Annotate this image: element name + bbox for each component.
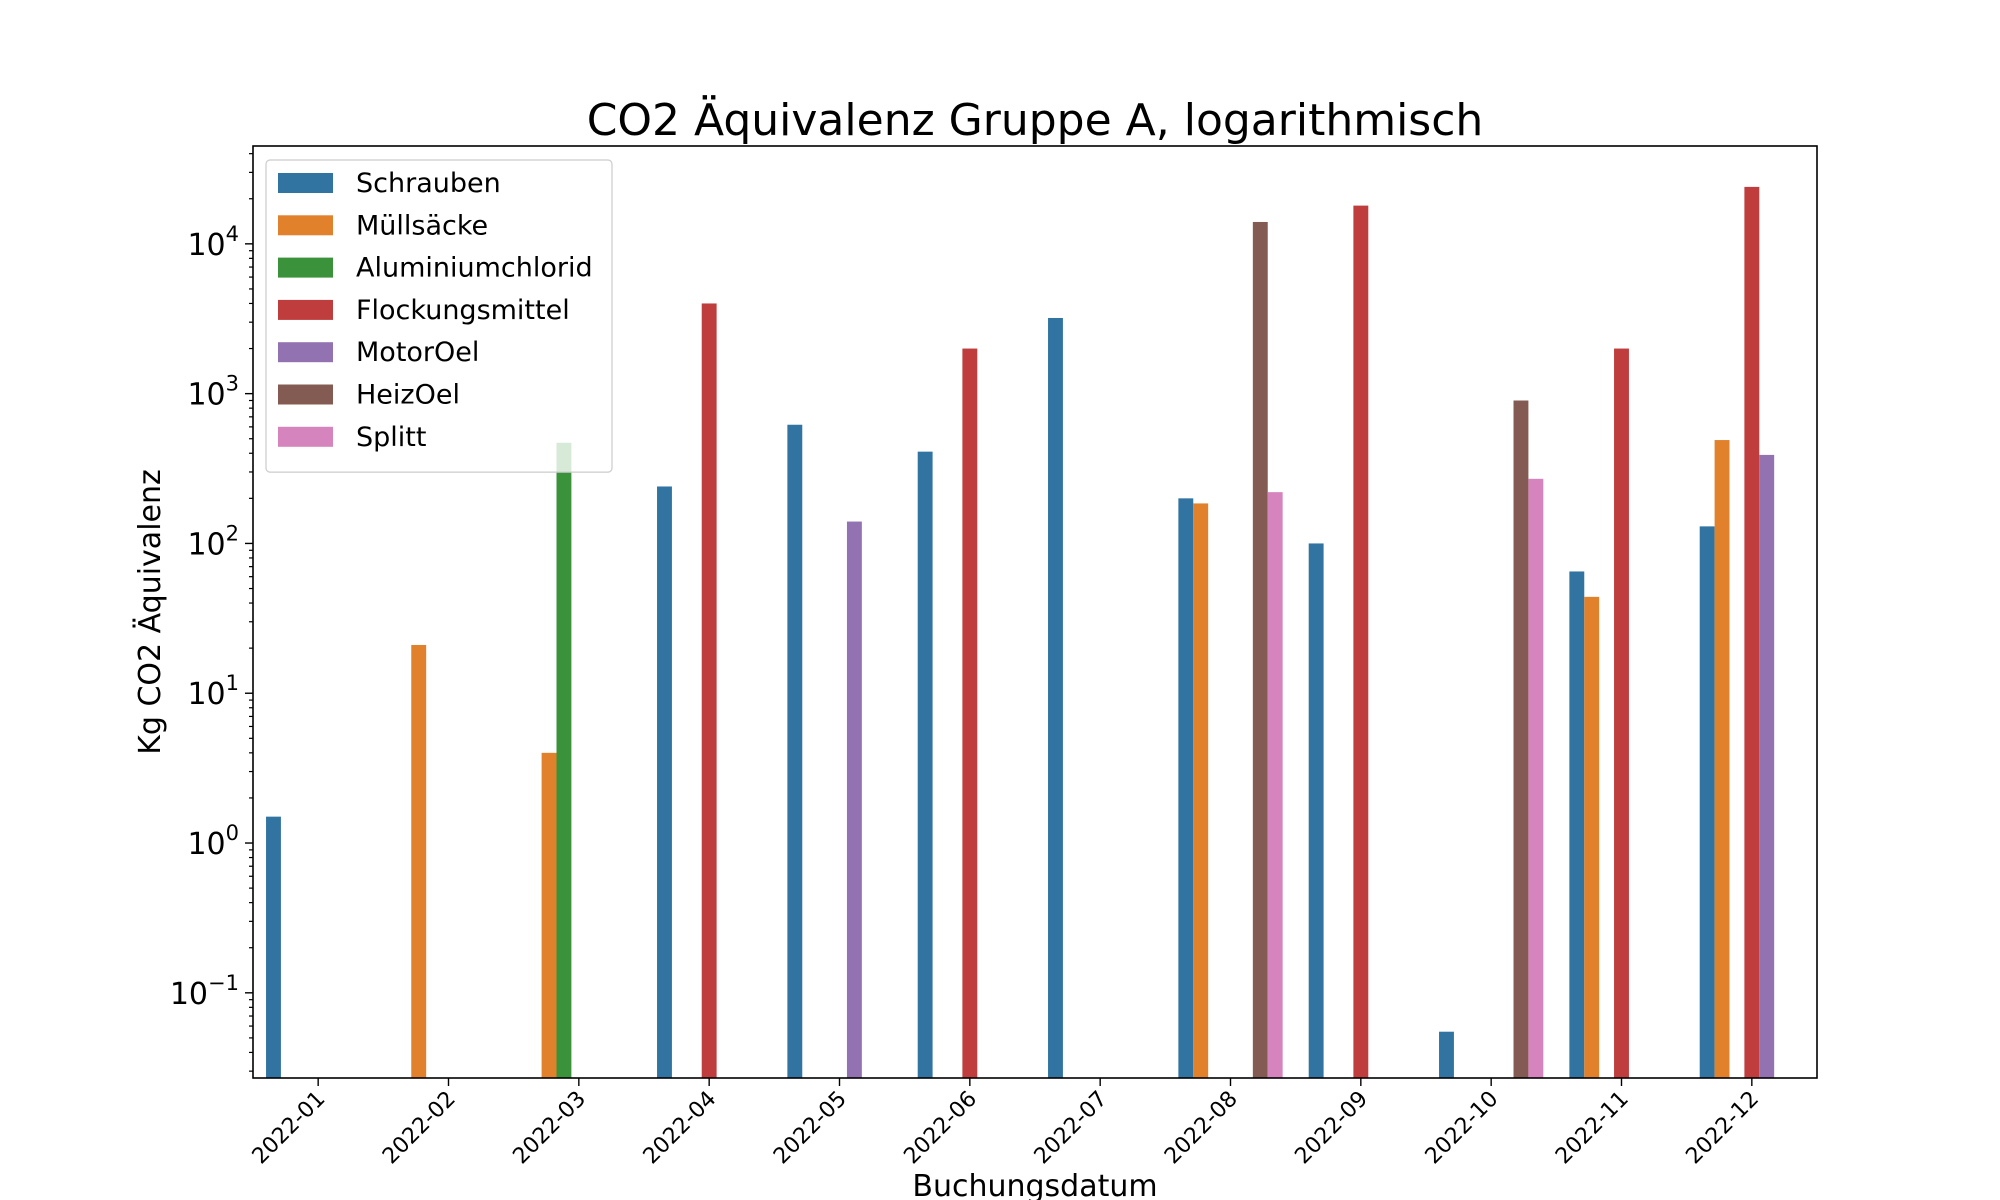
x-tick-label: 2022-04: [639, 1087, 722, 1170]
bars-layer: [266, 186, 1775, 1079]
x-tick-label: 2022-12: [1681, 1087, 1764, 1170]
legend-swatch-motoroel: [278, 342, 333, 363]
bar-müllsäcke-2022-12: [1714, 440, 1730, 1078]
y-tick-label: 102: [187, 521, 239, 562]
x-tick-label: 2022-07: [1030, 1087, 1113, 1170]
y-tick-label: 10−1: [170, 971, 239, 1012]
bar-schrauben-2022-04: [657, 486, 672, 1079]
legend-label-müllsäcke: Müllsäcke: [356, 210, 488, 241]
x-tick-label: 2022-08: [1160, 1087, 1243, 1170]
bar-motoroel-2022-05: [846, 521, 862, 1078]
legend-label-splitt: Splitt: [356, 422, 426, 453]
legend-swatch-müllsäcke: [278, 215, 333, 236]
y-tick-label: 100: [187, 821, 239, 862]
bar-schrauben-2022-11: [1569, 571, 1585, 1078]
y-tick-label: 104: [187, 222, 239, 263]
bar-heizoel-2022-10: [1513, 400, 1529, 1078]
bar-schrauben-2022-05: [787, 424, 803, 1078]
legend-label-motoroel: MotorOel: [356, 337, 479, 368]
x-tick-label: 2022-06: [899, 1087, 982, 1170]
legend-swatch-heizoel: [278, 384, 333, 405]
x-tick-label: 2022-02: [378, 1087, 461, 1170]
bar-schrauben-2022-09: [1308, 543, 1324, 1078]
legend-label-heizoel: HeizOel: [356, 380, 460, 411]
bar-splitt-2022-10: [1528, 478, 1544, 1078]
bar-müllsäcke-2022-08: [1193, 503, 1209, 1078]
bar-schrauben-2022-12: [1699, 526, 1715, 1078]
bar-müllsäcke-2022-02: [411, 644, 427, 1078]
bar-flockungsmittel-2022-11: [1614, 348, 1629, 1078]
bar-motoroel-2022-12: [1759, 454, 1775, 1078]
bar-müllsäcke-2022-11: [1584, 596, 1600, 1078]
bar-schrauben-2022-01: [266, 816, 281, 1078]
bar-heizoel-2022-08: [1252, 221, 1268, 1078]
bar-schrauben-2022-08: [1178, 498, 1194, 1079]
legend-label-flockungsmittel: Flockungsmittel: [356, 295, 570, 326]
bar-aluminiumchlorid-2022-03: [556, 442, 572, 1078]
bar-splitt-2022-08: [1267, 492, 1283, 1078]
x-tick-label: 2022-03: [508, 1087, 591, 1170]
legend-swatch-flockungsmittel: [278, 299, 333, 320]
legend-label-schrauben: Schrauben: [356, 168, 501, 199]
bar-flockungsmittel-2022-09: [1353, 205, 1369, 1079]
x-tick-label: 2022-09: [1290, 1087, 1373, 1170]
y-tick-label: 103: [187, 372, 239, 413]
x-tick-label: 2022-01: [248, 1087, 331, 1170]
legend-swatch-schrauben: [278, 173, 333, 193]
bar-müllsäcke-2022-03: [541, 752, 557, 1078]
x-axis-label: Buchungsdatum: [912, 1169, 1157, 1200]
x-tick-label: 2022-10: [1421, 1087, 1504, 1170]
y-tick-label: 101: [187, 671, 239, 712]
bar-flockungsmittel-2022-04: [701, 303, 717, 1079]
x-tick-label: 2022-11: [1551, 1087, 1634, 1170]
chart-title: CO2 Äquivalenz Gruppe A, logarithmisch: [587, 94, 1484, 146]
legend-swatch-splitt: [278, 426, 333, 447]
bar-schrauben-2022-06: [917, 451, 933, 1078]
plot-frame: [252, 145, 1818, 1079]
legend: Schrauben Müllsäcke Aluminiumchlorid Flocku…: [265, 159, 613, 473]
y-axis-label: Kg CO2 Äquivalenz: [132, 469, 168, 755]
bar-schrauben-2022-10: [1439, 1031, 1454, 1078]
x-tick-label: 2022-05: [769, 1087, 852, 1170]
legend-label-aluminiumchlorid: Aluminiumchlorid: [356, 253, 593, 284]
bar-flockungsmittel-2022-06: [962, 348, 978, 1078]
legend-box: [265, 159, 613, 473]
x-axis: 2022-01 2022-02 2022-03 2022-04 2022-05 2022-…: [248, 1078, 1764, 1169]
bar-schrauben-2022-07: [1048, 317, 1063, 1079]
bar-flockungsmittel-2022-12: [1744, 186, 1760, 1078]
y-axis: 10−1 100 101 102 103 104: [170, 153, 253, 1072]
legend-swatch-aluminiumchlorid: [278, 257, 333, 278]
